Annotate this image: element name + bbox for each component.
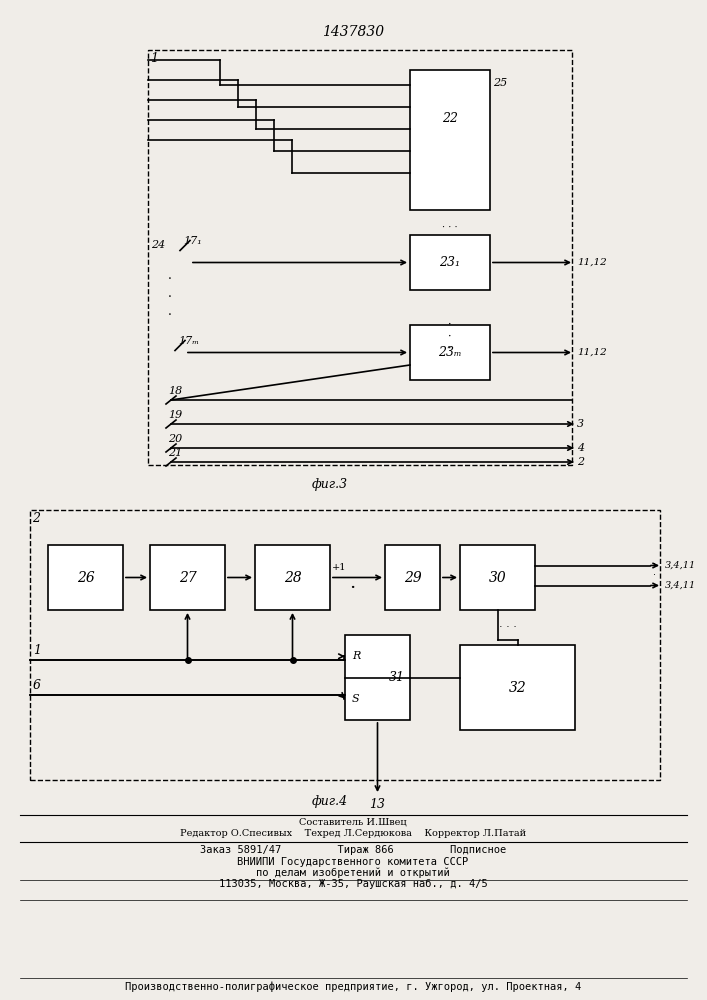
Text: ВНИИПИ Государственного комитета СССР: ВНИИПИ Государственного комитета СССР: [238, 857, 469, 867]
Bar: [150, 545, 225, 610]
Text: 17₁: 17₁: [183, 235, 201, 245]
Bar: [255, 545, 330, 610]
Text: +1: +1: [332, 562, 346, 572]
Bar: [410, 70, 490, 210]
Text: 1: 1: [150, 52, 158, 65]
Text: 1: 1: [33, 644, 41, 657]
Text: 13: 13: [370, 798, 385, 811]
Text: .: .: [349, 574, 355, 591]
Text: 19: 19: [168, 410, 182, 420]
Text: 4: 4: [577, 443, 584, 453]
Text: 25: 25: [493, 78, 507, 88]
Bar: [30, 510, 660, 780]
Text: 3,4,11: 3,4,11: [665, 581, 696, 590]
Text: ·
·
·: · · ·: [168, 273, 172, 322]
Text: 23ₘ: 23ₘ: [438, 346, 462, 359]
Text: ·
·
·: · · ·: [448, 320, 452, 353]
Text: S: S: [352, 694, 360, 704]
Text: фиг.4: фиг.4: [312, 795, 348, 808]
Text: 113035, Москва, Ж-35, Раушская наб., д. 4/5: 113035, Москва, Ж-35, Раушская наб., д. …: [218, 879, 487, 889]
Text: Производственно-полиграфическое предприятие, г. Ужгород, ул. Проектная, 4: Производственно-полиграфическое предприя…: [125, 982, 581, 992]
Text: Редактор О.Спесивых    Техред Л.Сердюкова    Корректор Л.Патай: Редактор О.Спесивых Техред Л.Сердюкова К…: [180, 829, 526, 838]
Text: 18: 18: [168, 386, 182, 396]
Text: 17ₘ: 17ₘ: [178, 336, 199, 346]
Text: 32: 32: [508, 680, 527, 694]
Bar: [410, 325, 490, 380]
Text: по делам изобретений и открытий: по делам изобретений и открытий: [256, 868, 450, 879]
Text: 20: 20: [168, 434, 182, 444]
Text: R: R: [352, 651, 361, 661]
Bar: [48, 545, 123, 610]
Bar: [460, 645, 575, 730]
Text: 24: 24: [151, 239, 165, 249]
Text: 2: 2: [32, 512, 40, 525]
Text: 3,4,11: 3,4,11: [665, 561, 696, 570]
Text: 3: 3: [577, 419, 584, 429]
Text: 28: 28: [284, 570, 301, 584]
Text: 31: 31: [389, 671, 405, 684]
Bar: [148, 50, 572, 465]
Text: · · ·: · · ·: [498, 622, 516, 633]
Bar: [410, 235, 490, 290]
Text: фиг.3: фиг.3: [312, 478, 348, 491]
Bar: [345, 635, 410, 720]
Text: 2: 2: [577, 457, 584, 467]
Text: 11,12: 11,12: [577, 258, 607, 267]
Bar: [385, 545, 440, 610]
Text: ·
·
·: · · ·: [653, 559, 657, 592]
Text: 29: 29: [404, 570, 421, 584]
Text: 21: 21: [168, 448, 182, 458]
Text: 26: 26: [76, 570, 94, 584]
Text: 22: 22: [442, 112, 458, 125]
Text: Составитель И.Швец: Составитель И.Швец: [299, 817, 407, 826]
Text: 1437830: 1437830: [322, 25, 384, 39]
Text: · · ·: · · ·: [442, 224, 458, 232]
Text: 27: 27: [179, 570, 197, 584]
Text: 11,12: 11,12: [577, 348, 607, 357]
Text: Заказ 5891/47         Тираж 866         Подписное: Заказ 5891/47 Тираж 866 Подписное: [200, 845, 506, 855]
Text: 6: 6: [33, 679, 41, 692]
Bar: [460, 545, 535, 610]
Text: 23₁: 23₁: [440, 256, 460, 269]
Text: 30: 30: [489, 570, 506, 584]
